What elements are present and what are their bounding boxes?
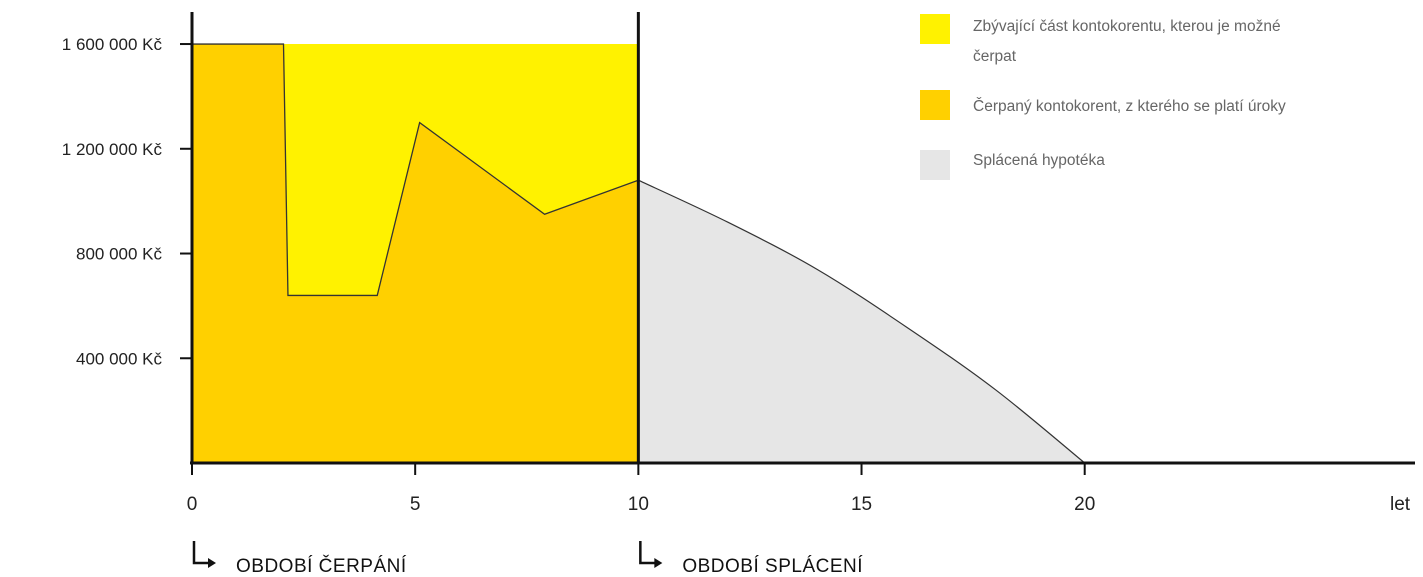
drawn-overdraft-line <box>192 43 639 297</box>
x-tick-label: 15 <box>851 494 872 515</box>
corner-arrow-icon <box>192 541 212 565</box>
y-tick-label: 800 000 Kč <box>76 245 163 264</box>
y-tick-label: 1 200 000 Kč <box>62 140 163 159</box>
legend-swatch <box>920 90 950 120</box>
y-tick-label: 1 600 000 Kč <box>62 35 163 54</box>
period-label: OBDOBÍ SPLÁCENÍ <box>682 556 863 577</box>
x-tick-label: 20 <box>1074 494 1095 515</box>
y-axis-ticks: 400 000 Kč 800 000 Kč 1 200 000 Kč 1 600 00… <box>62 35 192 368</box>
period-labels: OBDOBÍ ČERPÁNÍ OBDOBÍ SPLÁCENÍ <box>192 541 863 577</box>
x-tick-label: 10 <box>628 494 649 515</box>
legend-swatch <box>920 14 950 44</box>
period-label: OBDOBÍ ČERPÁNÍ <box>236 555 407 577</box>
legend-label: Splácená hypotéka <box>973 152 1105 169</box>
x-tick-label: 5 <box>410 494 421 515</box>
x-axis-unit-label: let <box>1390 494 1411 515</box>
corner-arrow-icon <box>639 541 659 565</box>
y-tick-label: 400 000 Kč <box>76 349 163 368</box>
arrow-head-icon <box>654 558 663 568</box>
legend: Zbývající část kontokorentu, kterou je m… <box>920 14 1286 180</box>
legend-label: Čerpaný kontokorent, z kterého se platí … <box>973 98 1286 115</box>
mortgage-repayment-line <box>638 179 1086 464</box>
chart-axes <box>190 12 1415 465</box>
drawn-overdraft-area <box>192 44 639 463</box>
x-tick-label: 0 <box>187 494 198 515</box>
x-axis-ticks: 0 5 10 15 20 <box>187 463 1095 515</box>
chart-areas <box>192 43 1086 464</box>
legend-label: Zbývající část kontokorentu, kterou je m… <box>973 18 1281 65</box>
legend-swatch <box>920 150 950 180</box>
mortgage-repayment-area <box>638 180 1085 463</box>
arrow-head-icon <box>208 558 216 568</box>
